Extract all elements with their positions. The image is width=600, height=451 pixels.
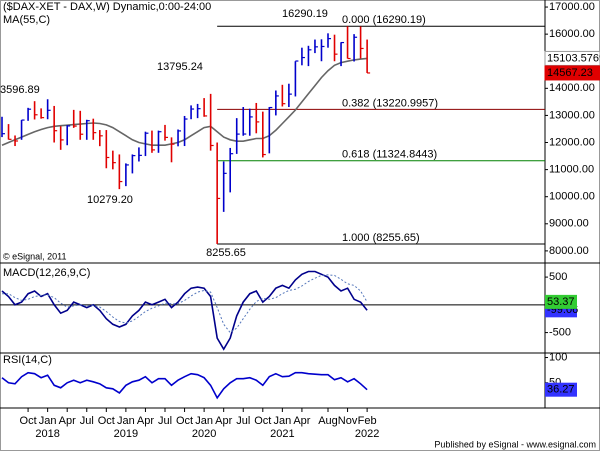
value-box-label: 36.27 <box>547 384 575 396</box>
value-box <box>544 65 600 81</box>
y-tick-label: 8000.00 <box>549 245 589 257</box>
chart-title: ($DAX-XET - DAX,W) Dynamic,0:00-24:00 <box>3 1 211 13</box>
fib-label: 0.382 (13220.9957) <box>342 97 438 109</box>
y-tick-label: 16000.00 <box>549 28 595 40</box>
annotation: 13795.24 <box>157 61 203 73</box>
x-tick-label: Apr <box>293 415 310 427</box>
x-tick-label: Jul <box>236 415 250 427</box>
y-tick-label: 100 <box>549 351 567 363</box>
copyright: © eSignal, 2011 <box>3 251 67 261</box>
value-box-label: 14567.23 <box>547 67 593 79</box>
x-tick-label: Jan <box>273 415 291 427</box>
fib-label: 1.000 (8255.65) <box>342 232 420 244</box>
x-tick-label: Oct <box>20 415 37 427</box>
value-box-label: 15103.5769 <box>547 52 600 64</box>
series-line <box>1 371 368 400</box>
rsi-title: RSI(14,C) <box>3 354 52 366</box>
y-tick-label: 500 <box>549 271 567 283</box>
x-tick-label: Jan <box>39 415 57 427</box>
y-tick-label: 9000.00 <box>549 218 589 230</box>
y-tick-label: 17000.00 <box>549 1 595 13</box>
x-tick-label: Feb <box>358 415 377 427</box>
y-tick-label: 14000.00 <box>549 82 595 94</box>
x-tick-label: Oct <box>254 415 271 427</box>
year-label: 2019 <box>114 428 138 440</box>
x-tick-label: Aug <box>318 415 338 427</box>
series-line <box>2 274 368 334</box>
x-tick-label: Nov <box>338 415 358 427</box>
x-tick-label: Oct <box>98 415 115 427</box>
year-label: 2021 <box>270 428 294 440</box>
x-tick-label: Jul <box>158 415 172 427</box>
value-box-label: 53.37 <box>547 296 575 308</box>
fib-label: 0.618 (11324.8443) <box>342 149 437 161</box>
year-label: 2022 <box>355 428 379 440</box>
macd-title: MACD(12,26,9,C) <box>3 267 90 279</box>
year-label: 2020 <box>192 428 216 440</box>
x-tick-label: Apr <box>215 415 232 427</box>
value-box <box>545 294 577 309</box>
y-tick-label: 10000.00 <box>549 191 595 203</box>
y-tick-label: 13000.00 <box>549 109 595 121</box>
y-tick-label: -500 <box>549 326 571 338</box>
x-tick-label: Jan <box>117 415 135 427</box>
ma-legend: MA(55,C) <box>3 14 50 26</box>
annotation: 10279.20 <box>87 194 133 206</box>
x-tick-label: Apr <box>137 415 154 427</box>
annotation: 3596.89 <box>0 84 40 96</box>
year-label: 2018 <box>35 428 59 440</box>
series-line <box>1 270 368 351</box>
fib-label: 0.000 (16290.19) <box>342 14 426 26</box>
x-tick-label: Apr <box>59 415 76 427</box>
y-tick-label: 11000.00 <box>549 164 594 176</box>
value-box <box>544 50 600 66</box>
value-box <box>545 382 577 397</box>
x-tick-label: Oct <box>176 415 193 427</box>
footer: Published by eSignal - www.esignal.com <box>434 439 596 449</box>
y-tick-label: 12000.00 <box>549 136 595 148</box>
x-tick-label: Jan <box>195 415 213 427</box>
x-tick-label: Jul <box>80 415 94 427</box>
annotation: 16290.19 <box>282 8 328 20</box>
annotation: 8255.65 <box>206 247 246 259</box>
